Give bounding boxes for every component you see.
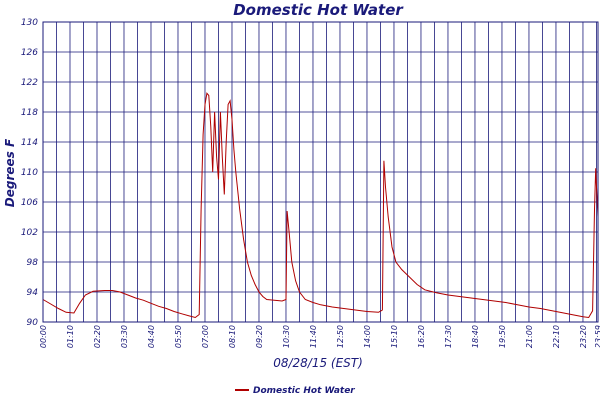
- x-tick-label: 21:00: [525, 325, 534, 348]
- legend-label: Domestic Hot Water: [253, 386, 355, 396]
- x-tick-label: 03:30: [120, 325, 129, 348]
- x-tick-label: 17:30: [444, 325, 453, 348]
- chart-title: Domestic Hot Water: [233, 1, 404, 19]
- x-tick-label: 19:50: [498, 325, 507, 348]
- y-tick-labels: 90 94 98 102 106 110 114 118 122 126 130: [21, 18, 38, 328]
- y-tick-label: 102: [21, 228, 38, 238]
- y-tick-label: 118: [21, 108, 38, 118]
- y-tick-label: 94: [27, 288, 39, 298]
- x-tick-label: 02:20: [93, 325, 102, 348]
- x-tick-label: 15:10: [390, 325, 399, 348]
- x-tick-label: 23:20: [579, 325, 588, 348]
- series-line-domestic-hot-water: [42, 92, 599, 319]
- x-tick-label: 22:10: [552, 325, 561, 348]
- y-tick-label: 130: [21, 18, 38, 28]
- x-tick-label: 11:40: [309, 325, 318, 348]
- x-tick-label: 18:40: [471, 325, 480, 348]
- y-tick-label: 114: [21, 138, 38, 148]
- x-axis-label: 08/28/15 (EST): [273, 356, 363, 370]
- y-tick-label: 106: [21, 198, 38, 208]
- grid: [42, 21, 598, 323]
- y-tick-label: 126: [21, 48, 38, 58]
- y-axis-label: Degrees F: [3, 138, 17, 207]
- x-tick-label: 10:30: [282, 325, 291, 348]
- x-tick-label: 05:50: [174, 325, 183, 348]
- x-tick-label: 01:10: [66, 325, 75, 348]
- y-tick-label: 122: [21, 78, 38, 88]
- x-tick-label: 23:59: [594, 325, 600, 348]
- x-tick-label: 16:20: [417, 325, 426, 348]
- x-tick-label: 14:00: [363, 325, 372, 348]
- x-tick-label: 00:00: [39, 325, 48, 348]
- x-tick-label: 08:10: [228, 325, 237, 348]
- y-tick-label: 90: [27, 318, 39, 328]
- x-tick-labels: 00:00 01:10 02:20 03:30 04:40 05:50 07:00 08:10…: [39, 325, 600, 348]
- x-tick-label: 04:40: [147, 325, 156, 348]
- y-tick-label: 98: [27, 258, 39, 268]
- plot-area: [42, 21, 599, 323]
- x-tick-label: 09:20: [255, 325, 264, 348]
- y-tick-label: 110: [21, 168, 38, 178]
- x-tick-label: 07:00: [201, 325, 210, 348]
- legend: Domestic Hot Water: [235, 386, 355, 396]
- x-tick-label: 12:50: [336, 325, 345, 348]
